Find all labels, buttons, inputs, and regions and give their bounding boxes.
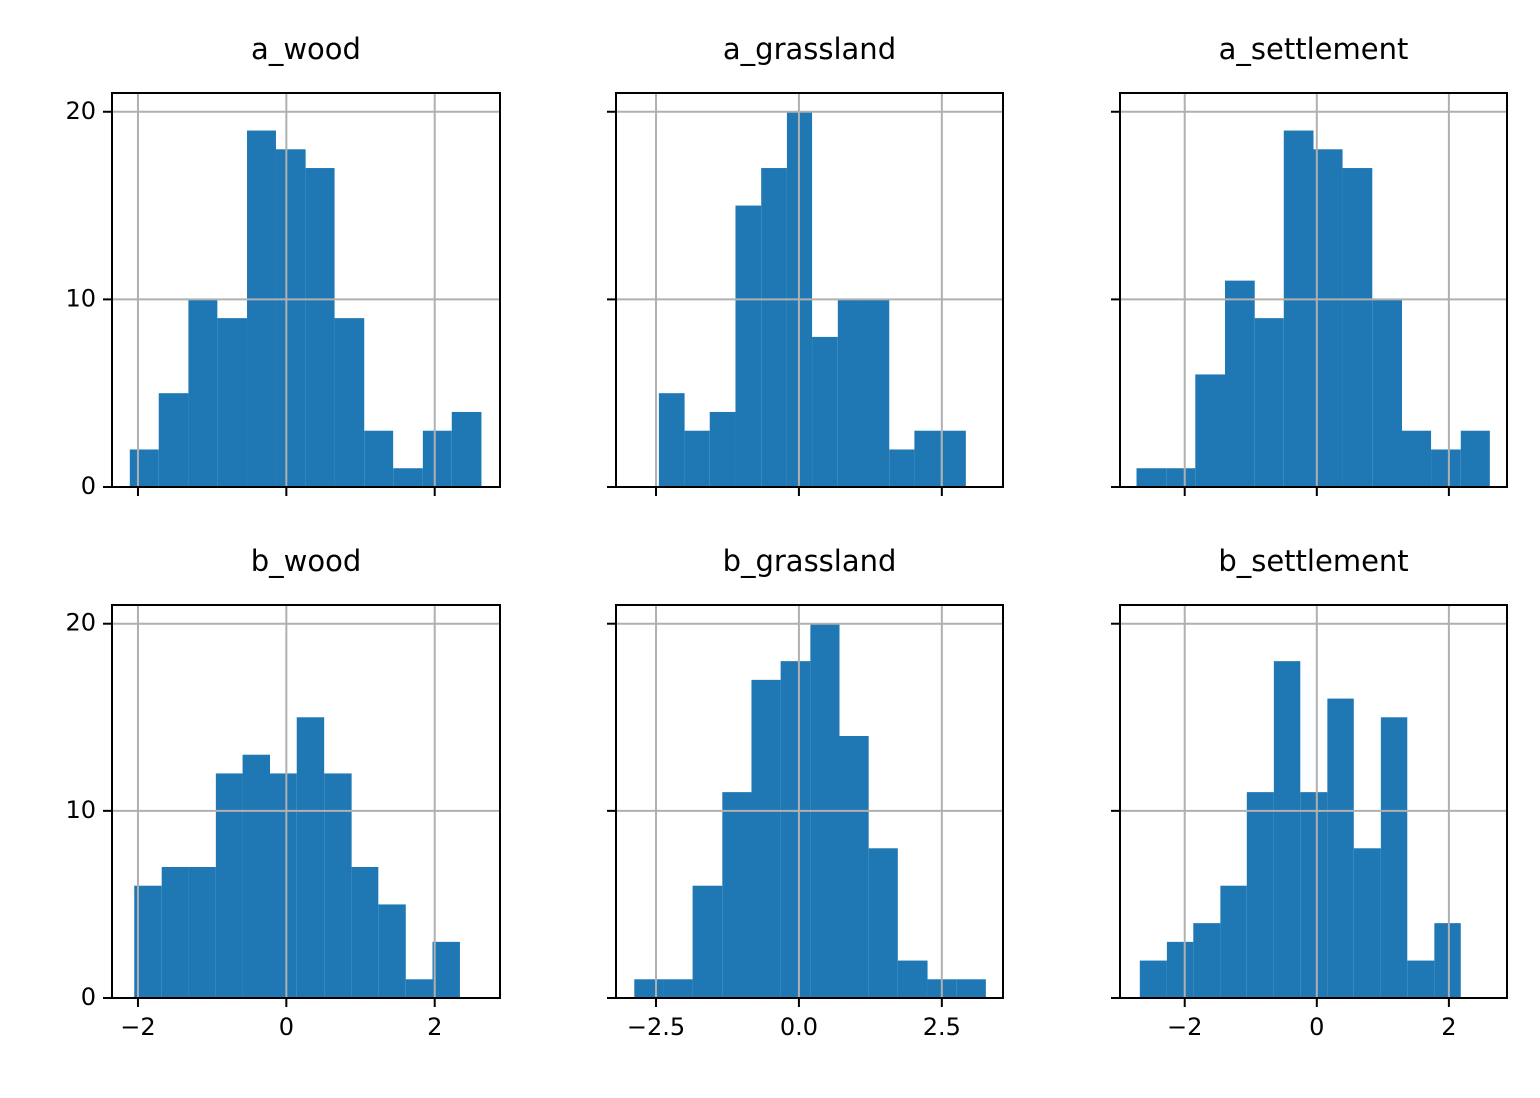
bar (751, 679, 781, 998)
bar (1353, 848, 1381, 998)
bar (422, 430, 452, 487)
axes-frame (615, 604, 1004, 999)
bar (247, 130, 276, 487)
y-tick-label: 10 (65, 796, 96, 824)
y-tick-label: 20 (65, 609, 96, 637)
bar (658, 393, 685, 487)
bar (889, 449, 915, 487)
bar (1273, 661, 1301, 998)
bar (378, 904, 406, 998)
subplot-title: a_wood (251, 32, 361, 66)
bar (1380, 717, 1408, 998)
bar (405, 979, 433, 998)
bar (709, 411, 736, 487)
bar (1139, 960, 1167, 998)
bar (692, 885, 723, 998)
bar (393, 468, 423, 487)
x-tick-label: 0 (279, 1013, 294, 1041)
bar (1166, 468, 1196, 487)
bar (188, 867, 216, 998)
bar (897, 960, 928, 998)
bar (432, 941, 460, 998)
axes-frame (1119, 92, 1508, 488)
bar (839, 736, 869, 998)
bar (296, 717, 325, 998)
bar (217, 318, 248, 487)
x-tick-label: 2 (1441, 1013, 1456, 1041)
bar (451, 411, 482, 487)
subplot-title: b_settlement (1218, 544, 1408, 578)
bar (242, 754, 271, 998)
subplot-title: a_grassland (723, 32, 896, 66)
x-tick-label: −2 (1167, 1013, 1202, 1041)
bar (735, 205, 762, 488)
bar (863, 299, 890, 487)
bar (634, 979, 664, 998)
bar (1327, 698, 1354, 998)
x-tick-label: 0.0 (780, 1013, 818, 1041)
axes-frame (1119, 604, 1508, 999)
bar (761, 168, 787, 488)
bar (940, 430, 966, 487)
bar (1254, 318, 1284, 487)
bar (1401, 430, 1432, 487)
y-tick-label: 20 (65, 97, 96, 125)
x-tick-label: 0 (1309, 1013, 1324, 1041)
x-tick-label: −2.5 (627, 1013, 685, 1041)
x-tick-label: 2.5 (923, 1013, 961, 1041)
subplot-title: a_settlement (1219, 32, 1409, 66)
bar (663, 979, 693, 998)
bar (351, 867, 379, 998)
bar (305, 168, 335, 488)
bar (1460, 430, 1490, 487)
bar (722, 792, 752, 998)
x-tick-label: 2 (427, 1013, 442, 1041)
bar (215, 773, 243, 998)
bar (837, 299, 864, 487)
bar (1342, 168, 1373, 488)
bar (1407, 960, 1435, 998)
bar (334, 318, 365, 487)
subplot-title: b_grassland (723, 544, 897, 578)
bar (158, 393, 189, 487)
bar (1300, 792, 1328, 998)
bar (1166, 941, 1194, 998)
bar (1246, 792, 1274, 998)
bar (780, 661, 811, 998)
y-tick-label: 10 (65, 284, 96, 312)
axes-frame (111, 604, 501, 999)
bar (956, 979, 986, 998)
axes-frame (615, 92, 1004, 488)
bar (1193, 923, 1221, 998)
bar (324, 773, 352, 998)
bar (1136, 468, 1167, 487)
subplot-title: b_wood (251, 544, 362, 578)
bar (161, 867, 189, 998)
bar (1225, 280, 1255, 487)
bar (1220, 885, 1247, 998)
bar (812, 336, 838, 487)
bar (129, 449, 159, 487)
x-tick-label: −2 (120, 1013, 155, 1041)
bar (914, 430, 941, 487)
bar (270, 773, 297, 998)
bar (275, 149, 306, 488)
bar (1313, 149, 1343, 488)
bar (1195, 374, 1226, 487)
bar (684, 430, 710, 487)
y-tick-label: 0 (81, 472, 96, 500)
bar (1434, 923, 1461, 998)
bar (1431, 449, 1461, 487)
bar (1283, 130, 1314, 487)
bar (1372, 299, 1402, 487)
y-tick-label: 0 (81, 983, 96, 1011)
bar (188, 299, 218, 487)
bar (364, 430, 394, 487)
bar (868, 848, 898, 998)
axes-frame (111, 92, 501, 488)
